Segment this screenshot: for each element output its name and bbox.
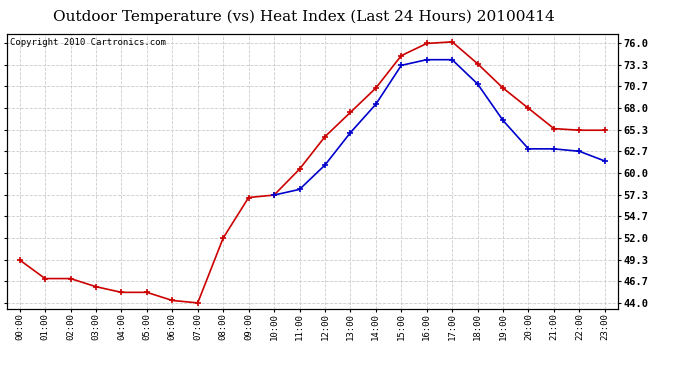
Text: Copyright 2010 Cartronics.com: Copyright 2010 Cartronics.com [10,38,166,47]
Text: Outdoor Temperature (vs) Heat Index (Last 24 Hours) 20100414: Outdoor Temperature (vs) Heat Index (Las… [52,9,555,24]
